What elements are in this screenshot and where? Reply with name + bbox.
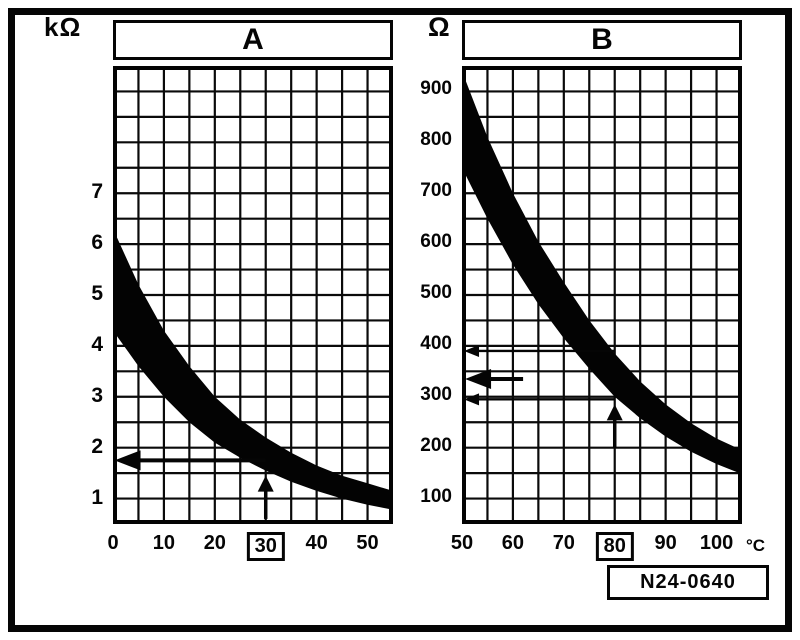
figure-ref-label: N24-0640 bbox=[640, 571, 736, 593]
panel-a-xtick-0: 0 bbox=[107, 532, 119, 554]
panel-b-ytick-100: 100 bbox=[420, 485, 452, 507]
panel-a-xtick-50: 50 bbox=[356, 532, 379, 554]
panel-b-plot bbox=[462, 66, 742, 524]
panel-b-ytick-200: 200 bbox=[420, 434, 452, 456]
panel-b-ytick-600: 600 bbox=[420, 231, 452, 253]
panel-a-ytick-3: 3 bbox=[91, 383, 103, 407]
panel-b-title-text: B bbox=[591, 23, 613, 56]
panel-b-y-unit-label: Ω bbox=[428, 12, 451, 42]
panel-a-ytick-7: 7 bbox=[91, 180, 103, 204]
panel-a-ytick-2: 2 bbox=[91, 434, 103, 458]
panel-a-ytick-1: 1 bbox=[91, 485, 103, 509]
panel-b-xtick-100: 100 bbox=[699, 532, 734, 554]
panel-b-ytick-500: 500 bbox=[420, 282, 452, 303]
x-axis-unit-label: °C bbox=[746, 536, 766, 555]
figure-ref-box: N24-0640 bbox=[607, 565, 769, 600]
panel-a-xtick-40: 40 bbox=[305, 532, 328, 554]
panel-a-y-unit-label: kΩ bbox=[44, 12, 82, 42]
panel-b-ytick-800: 800 bbox=[420, 129, 452, 151]
panel-a-title: A bbox=[113, 20, 393, 60]
panel-b-xtick-70: 70 bbox=[552, 532, 575, 554]
panel-b-ytick-300: 300 bbox=[420, 383, 452, 405]
panel-a-xtick-30: 30 bbox=[246, 532, 285, 561]
panel-a-ytick-5: 5 bbox=[91, 282, 103, 305]
panel-a-title-text: A bbox=[242, 23, 264, 56]
panel-b-xtick-50: 50 bbox=[450, 532, 474, 554]
panel-b-xtick-80: 80 bbox=[595, 532, 634, 561]
panel-a-ytick-4: 4 bbox=[91, 332, 103, 356]
panel-a-xtick-20: 20 bbox=[203, 532, 226, 554]
panel-a-xtick-10: 10 bbox=[152, 532, 176, 554]
panel-b-xtick-90: 90 bbox=[654, 532, 677, 554]
panel-b-title: B bbox=[462, 20, 742, 60]
panel-a-ytick-6: 6 bbox=[91, 231, 103, 255]
panel-b-ytick-900: 900 bbox=[420, 78, 452, 100]
panel-a-plot bbox=[113, 66, 393, 524]
panel-b-xtick-60: 60 bbox=[501, 532, 525, 554]
panel-b-ytick-700: 700 bbox=[420, 180, 452, 202]
panel-b-ytick-400: 400 bbox=[420, 332, 452, 354]
